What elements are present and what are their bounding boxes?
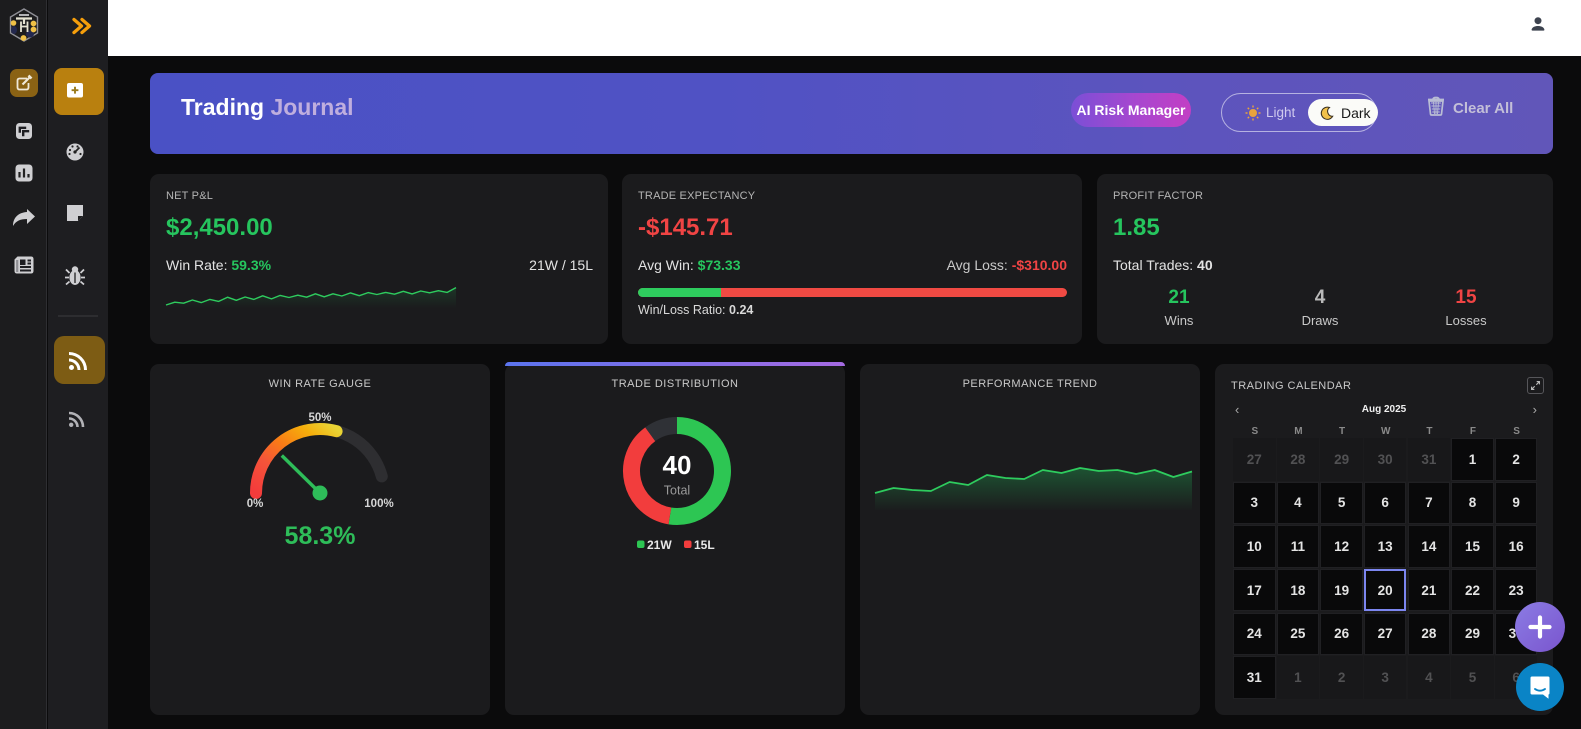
- svg-text:0%: 0%: [247, 498, 264, 510]
- svg-text:40: 40: [663, 450, 692, 480]
- svg-text:100%: 100%: [364, 498, 393, 510]
- svg-text:50%: 50%: [308, 412, 331, 424]
- svg-text:Total: Total: [664, 484, 690, 498]
- svg-text:58.3%: 58.3%: [285, 522, 356, 550]
- svg-text:21W: 21W: [647, 538, 672, 552]
- svg-text:15L: 15L: [694, 538, 715, 552]
